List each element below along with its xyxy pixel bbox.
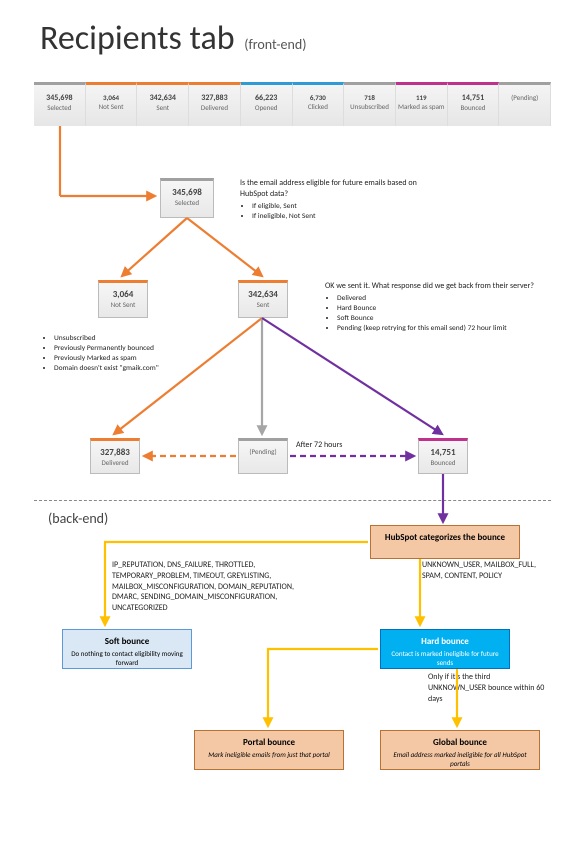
tab-label: Selected: [47, 103, 71, 112]
tab-label: Opened: [255, 103, 278, 112]
tab-value: 66,223: [241, 93, 292, 103]
tab-value: 327,883: [189, 93, 240, 103]
tab-value: 119: [396, 93, 447, 102]
tab-label: Bounced: [460, 103, 485, 112]
tab-(pending)[interactable]: (Pending): [499, 82, 551, 126]
tab-value: 14,751: [448, 93, 499, 103]
tab-bounced[interactable]: 14,751Bounced: [448, 82, 500, 126]
card-subtitle: Mark ineligible emails from just that po…: [199, 750, 339, 759]
flow-box-pending: (Pending): [238, 438, 288, 474]
box-value: 345,698: [165, 187, 209, 198]
box-label: Delivered: [101, 458, 128, 467]
tab-opened[interactable]: 66,223Opened: [241, 82, 293, 126]
tab-value: 342,634: [137, 93, 188, 103]
card-subtitle: Email address marked ineligible for all …: [385, 750, 535, 768]
card-portal: Portal bounce Mark ineligible emails from…: [194, 730, 344, 770]
tab-marked-as-spam[interactable]: 119Marked as spam: [396, 82, 448, 126]
soft-bounce-reasons: IP_REPUTATION, DNS_FAILURE, THROTTLED, T…: [112, 560, 317, 614]
notsent-reasons: UnsubscribedPreviously Permanently bounc…: [42, 332, 212, 375]
flow-box-notsent: 3,064Not Sent: [98, 280, 148, 318]
card-categorize: HubSpot categorizes the bounce: [370, 525, 520, 559]
card-subtitle: Contact is marked ineligible for future …: [385, 649, 505, 667]
tab-label: Marked as spam: [398, 102, 445, 111]
tab-delivered[interactable]: 327,883Delivered: [189, 82, 241, 126]
card-global: Global bounce Email address marked inelig…: [380, 730, 540, 770]
card-soft: Soft bounce Do nothing to contact eligibi…: [62, 629, 192, 669]
box-value: 342,634: [243, 289, 283, 300]
tab-clicked[interactable]: 6,730Clicked: [293, 82, 345, 126]
tab-label: Delivered: [201, 103, 228, 112]
hard-bounce-reasons: UNKNOWN_USER, MAILBOX_FULL, SPAM, CONTEN…: [422, 560, 542, 582]
tab-label: Sent: [156, 103, 169, 112]
tab-label: Not Sent: [99, 102, 124, 111]
card-title: Hard bounce: [385, 636, 505, 647]
tab-not-sent[interactable]: 3,064Not Sent: [86, 82, 138, 126]
tab-label: (Pending): [511, 93, 538, 102]
tab-selected[interactable]: 345,698Selected: [34, 82, 86, 126]
card-hard: Hard bounce Contact is marked ineligible …: [380, 629, 510, 669]
flow-box-selected: 345,698Selected: [160, 178, 214, 218]
page-subtitle: (front-end): [244, 36, 306, 53]
tab-value: 6,730: [293, 93, 344, 102]
eligibility-question: Is the email address eligible for future…: [240, 178, 420, 222]
box-value: 3,064: [103, 289, 143, 300]
box-value: 14,751: [423, 447, 463, 458]
box-label: (Pending): [249, 447, 276, 456]
tab-unsubscribed[interactable]: 718Unsubscribed: [344, 82, 396, 126]
box-label: Sent: [257, 300, 270, 309]
flow-box-sent: 342,634Sent: [238, 280, 288, 318]
tab-label: Clicked: [308, 102, 328, 111]
after-72-hours-label: After 72 hours: [296, 440, 342, 451]
server-response-question: OK we sent it. What response did we get …: [325, 281, 555, 334]
recipients-tabs: 345,698Selected3,064Not Sent342,634Sent3…: [34, 82, 551, 126]
box-value: 327,883: [95, 447, 135, 458]
box-label: Not Sent: [111, 300, 136, 309]
page-title-row: Recipients tab (front-end): [40, 18, 306, 59]
flow-box-bounced: 14,751Bounced: [418, 438, 468, 474]
card-title: Global bounce: [385, 737, 535, 748]
global-bounce-condition: Only if it's the third UNKNOWN_USER boun…: [428, 672, 548, 704]
tab-value: 345,698: [34, 93, 85, 103]
box-label: Selected: [175, 198, 199, 207]
tab-value: 3,064: [86, 93, 137, 102]
frontend-backend-divider: [34, 500, 551, 501]
tab-value: 718: [344, 93, 395, 102]
card-title: Soft bounce: [67, 636, 187, 647]
backend-label: (back-end): [48, 510, 108, 529]
page-title: Recipients tab: [40, 18, 235, 59]
flow-box-delivered: 327,883Delivered: [90, 438, 140, 474]
card-title: HubSpot categorizes the bounce: [375, 532, 515, 543]
card-title: Portal bounce: [199, 737, 339, 748]
tab-label: Unsubscribed: [350, 102, 389, 111]
card-subtitle: Do nothing to contact eligibility moving…: [67, 649, 187, 667]
tab-sent[interactable]: 342,634Sent: [137, 82, 189, 126]
box-label: Bounced: [431, 458, 456, 467]
